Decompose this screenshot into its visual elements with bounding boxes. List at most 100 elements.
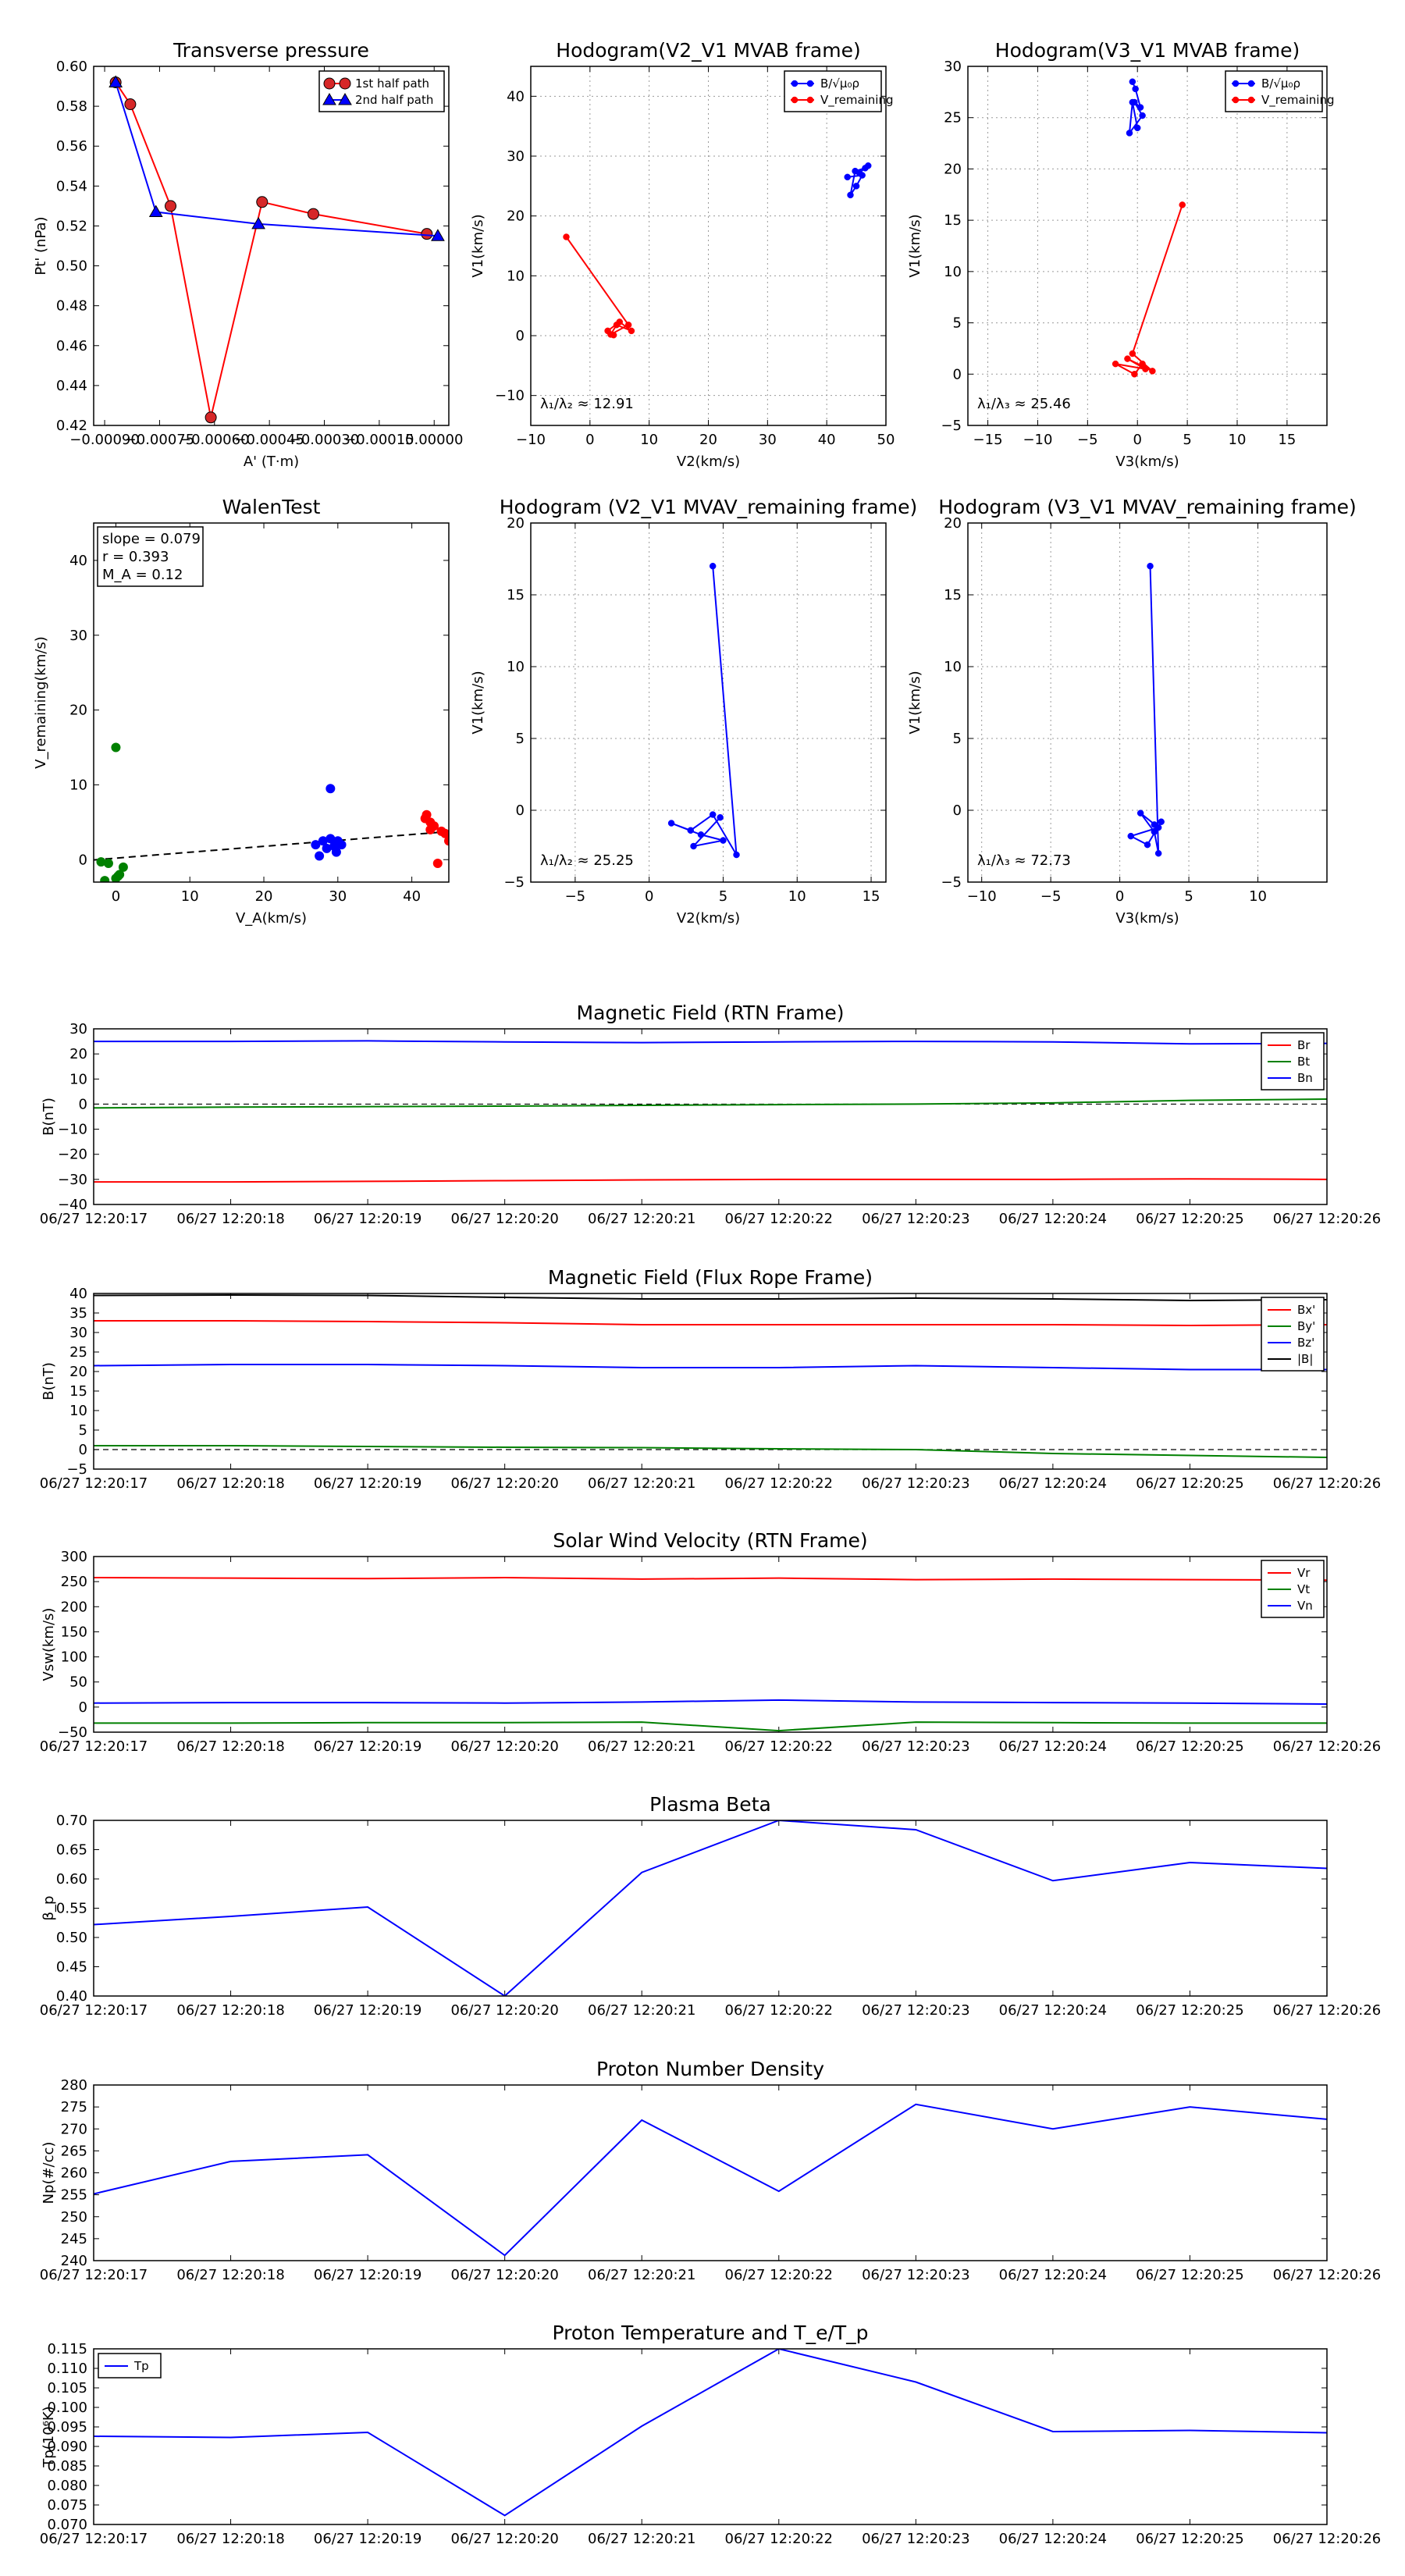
data-point [1151,821,1158,828]
data-point [336,840,347,850]
x-tick-label: 06/27 12:20:26 [1273,2531,1381,2547]
hodogram-v2-v1-mvab-ylabel: V1(km/s) [470,214,486,277]
x-tick-label: −0.00075 [125,432,195,448]
x-tick-label: 5 [1183,432,1191,448]
x-tick-label: 06/27 12:20:17 [40,1738,148,1755]
y-tick-label: 0.60 [56,1871,87,1888]
x-tick-label: 06/27 12:20:19 [314,1475,422,1492]
x-tick-label: 06/27 12:20:21 [588,1211,695,1227]
x-tick-label: 06/27 12:20:21 [588,2267,695,2283]
x-tick-label: 06/27 12:20:21 [588,2531,695,2547]
legend-label-Bx': Bx' [1297,1303,1315,1317]
x-tick-label: 40 [818,432,836,448]
axes-frame [93,1293,1328,1470]
x-tick-label: 06/27 12:20:25 [1136,1738,1243,1755]
walen-test-xlabel: V_A(km/s) [236,910,307,927]
y-tick-label: −5 [66,1461,87,1478]
series-line-beta [94,1820,1327,1996]
x-tick-label: 10 [1249,888,1267,905]
data-point [205,411,217,424]
data-point [604,327,611,335]
transverse-pressure-xlabel: A' (T·m) [244,454,299,470]
legend-marker [791,80,799,87]
y-tick-label: 40 [69,553,87,569]
x-tick-label: −0.00030 [290,432,360,448]
data-point [1132,85,1139,93]
series-line-Vn [94,1699,1327,1705]
y-tick-label: −5 [941,418,962,434]
series-line-V [670,566,738,856]
walen-test-panel: WalenTest 0 10 20 30 40 0 10 20 30 40 V_A(km/s) V_re… [33,496,450,927]
legend-marker [323,77,336,90]
y-tick-label: 270 [61,2121,87,2137]
x-tick-label: 10 [181,888,199,905]
proton-temperature-plot-area [94,2349,1327,2517]
hodogram-v2-v1-mvav-panel: Hodogram (V2_V1 MVAV_remaining frame) −5 0… [470,496,917,927]
y-tick-label: −5 [941,874,962,891]
solar-wind-velocity-ylabel: Vsw(km/s) [41,1608,57,1681]
magnetic-field-rtn-ylabel: B(nT) [41,1098,57,1136]
x-tick-label: 06/27 12:20:24 [999,1475,1107,1492]
x-tick-label: 06/27 12:20:22 [725,2002,833,2019]
data-point [865,162,872,169]
y-tick-label: 0.50 [56,258,87,275]
magnetic-field-flux-rope-ylabel: B(nT) [41,1362,57,1400]
x-tick-label: 15 [863,888,880,905]
y-tick-label: 265 [61,2143,87,2159]
info-ma: M_A = 0.12 [102,567,183,583]
x-tick-label: 06/27 12:20:20 [450,1211,558,1227]
x-tick-label: 06/27 12:20:26 [1273,1475,1381,1492]
x-tick-label: 06/27 12:20:20 [450,1738,558,1755]
y-tick-label: 25 [944,110,962,126]
legend-label-1st half path: 1st half path [355,76,429,91]
y-tick-label: 0 [953,366,962,382]
magnetic-field-flux-rope-title: Magnetic Field (Flux Rope Frame) [548,1266,873,1289]
y-tick-label: −50 [58,1724,87,1741]
y-tick-label: 0 [79,852,87,868]
plasma-beta-title: Plasma Beta [649,1793,771,1816]
y-tick-label: 10 [69,1403,87,1419]
y-tick-label: 30 [69,1021,87,1037]
data-point [325,834,336,844]
x-tick-label: 06/27 12:20:17 [40,1475,148,1492]
data-point [124,98,137,111]
data-point [687,827,694,834]
x-tick-label: 0 [1115,888,1124,905]
data-point [1151,828,1158,835]
y-tick-label: 0.55 [56,1901,87,1917]
y-tick-label: 240 [61,2253,87,2269]
x-tick-label: 06/27 12:20:22 [725,1211,833,1227]
x-tick-label: 06/27 12:20:25 [1136,1211,1243,1227]
y-tick-label: −40 [58,1197,87,1213]
x-tick-label: 06/27 12:20:23 [862,1738,969,1755]
info-r: r = 0.393 [102,549,169,565]
data-point [855,169,863,176]
y-tick-label: 10 [507,659,525,675]
series-line-|B| [94,1293,1327,1302]
y-tick-label: 200 [61,1599,87,1615]
x-tick-label: 06/27 12:20:21 [588,1738,695,1755]
y-tick-label: 0.52 [56,218,87,234]
y-tick-label: 250 [61,2209,87,2226]
y-tick-label: 300 [61,1549,87,1565]
y-tick-label: 0.56 [56,138,87,155]
y-tick-label: 10 [944,264,962,280]
y-tick-label: 0.48 [56,298,87,315]
data-point [1144,841,1151,849]
data-point [1142,365,1149,372]
magnetic-field-rtn-plot-area [94,1040,1327,1183]
data-point [1136,104,1144,111]
y-tick-label: 40 [507,88,525,105]
x-tick-label: 06/27 12:20:24 [999,2267,1107,2283]
series-line-1st half path [115,81,428,418]
data-point [1133,124,1141,132]
data-point [844,173,851,181]
y-tick-label: 0 [79,1699,87,1716]
data-point [165,200,177,212]
walen-test-ylabel: V_remaining(km/s) [33,636,49,769]
x-tick-label: 06/27 12:20:18 [176,2531,284,2547]
legend-marker [791,96,799,104]
x-tick-label: 10 [640,432,658,448]
magnetic-field-rtn-title: Magnetic Field (RTN Frame) [577,1002,845,1024]
y-tick-label: 20 [69,703,87,719]
